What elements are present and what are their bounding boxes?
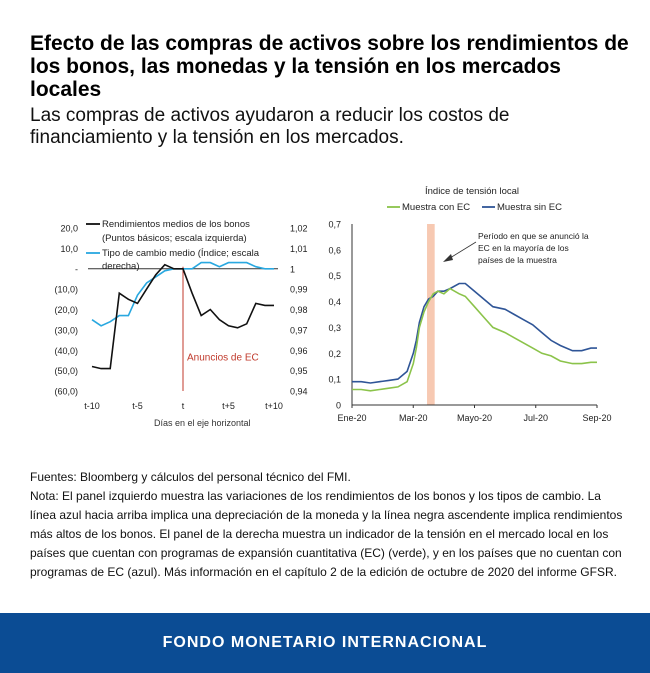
y-tick-label: 0,3 (328, 323, 341, 333)
x-axis-label: Días en el eje horizontal (154, 418, 251, 428)
y-tick-label: 0,2 (328, 349, 341, 359)
annotation-line: EC en la mayoría de los (478, 243, 569, 253)
y-tick-label: 0 (336, 401, 341, 411)
y-left-tick-label: 10,0 (60, 244, 78, 254)
announcement-period-band (427, 224, 435, 405)
y-left-tick-label: (30,0) (54, 325, 78, 335)
footer-label: FONDO MONETARIO INTERNACIONAL (162, 634, 488, 651)
x-tick-label: Jul-20 (523, 413, 548, 423)
x-tick-label: t+5 (222, 401, 235, 411)
x-tick-label: t-5 (132, 401, 143, 411)
announcement-annotation: Período en que se anunció la EC en la may… (478, 231, 589, 265)
x-tick-label: Mayo-20 (457, 413, 492, 423)
y-left-tick-label: (40,0) (54, 346, 78, 356)
x-tick-label: t-10 (84, 401, 100, 411)
x-tick-label: Ene-20 (337, 413, 366, 423)
annotation-line: países de la muestra (478, 255, 557, 265)
annotation-arrowhead (443, 254, 453, 262)
y-right-tick-label: 1,02 (290, 224, 308, 234)
footer-bar: FONDO MONETARIO INTERNACIONAL (0, 613, 650, 673)
y-tick-label: 0,4 (328, 297, 341, 307)
bonds-series-line (91, 263, 274, 370)
y-right-tick-label: 0,99 (290, 285, 308, 295)
annotation-line: Período en que se anunció la (478, 231, 589, 241)
left-panel: Anuncios de EC 20,0 10,0 - (10,0) (20,0) (30,… (54, 219, 307, 428)
y-left-tick-label: (60,0) (54, 387, 78, 397)
chart-figure: Anuncios de EC 20,0 10,0 - (10,0) (20,0) (30,… (54, 186, 611, 428)
legend-label-fx: Tipo de cambio medio (Índice; escala der… (102, 248, 262, 272)
right-panel: 0 0,1 0,2 0,3 0,4 0,5 0,6 0,7 Ene-20 Mar-20 Mayo-… (328, 186, 611, 423)
y-left-tick-label: (20,0) (54, 305, 78, 315)
y-tick-label: 0,1 (328, 375, 341, 385)
panel-title: Índice de tensión local (425, 186, 519, 197)
chart-subtitle: Las compras de activos ayudaron a reduci… (30, 105, 510, 148)
y-tick-label: 0,6 (328, 245, 341, 255)
x-tick-label: t+10 (265, 401, 283, 411)
series-line-sin-ec (352, 282, 597, 384)
legend-note-bonds: (Puntos básicos; escala izquierda) (102, 233, 247, 244)
x-tick-label: t (182, 401, 185, 411)
source-note: Fuentes: Bloomberg y cálculos del person… (30, 470, 351, 484)
y-right-tick-label: 0,97 (290, 325, 308, 335)
y-right-tick-label: 0,94 (290, 387, 308, 397)
x-tick-label: Sep-20 (582, 413, 611, 423)
y-right-tick-label: 0,98 (290, 305, 308, 315)
y-left-tick-label: - (75, 264, 78, 274)
x-tick-label: Mar-20 (399, 413, 428, 423)
y-right-tick-label: 0,95 (290, 366, 308, 376)
legend-label-sin-ec: Muestra sin EC (497, 202, 562, 213)
y-right-tick-label: 1,01 (290, 244, 308, 254)
event-annotation: Anuncios de EC (187, 352, 259, 363)
notes-block: Fuentes: Bloomberg y cálculos del person… (30, 468, 625, 582)
y-right-tick-label: 1 (290, 264, 295, 274)
y-tick-label: 0,7 (328, 220, 341, 230)
legend-label-bonds: Rendimientos medios de los bonos (102, 219, 250, 230)
y-tick-label: 0,5 (328, 271, 341, 281)
annotation-arrow (449, 241, 477, 259)
series-line-con-ec (352, 287, 597, 392)
legend-label-con-ec: Muestra con EC (402, 202, 470, 213)
explanatory-note: Nota: El panel izquierdo muestra las var… (30, 489, 623, 579)
chart-title: Efecto de las compras de activos sobre l… (30, 32, 629, 101)
y-left-tick-label: (10,0) (54, 285, 78, 295)
y-left-tick-label: (50,0) (54, 366, 78, 376)
y-right-tick-label: 0,96 (290, 346, 308, 356)
y-left-tick-label: 20,0 (60, 224, 78, 234)
